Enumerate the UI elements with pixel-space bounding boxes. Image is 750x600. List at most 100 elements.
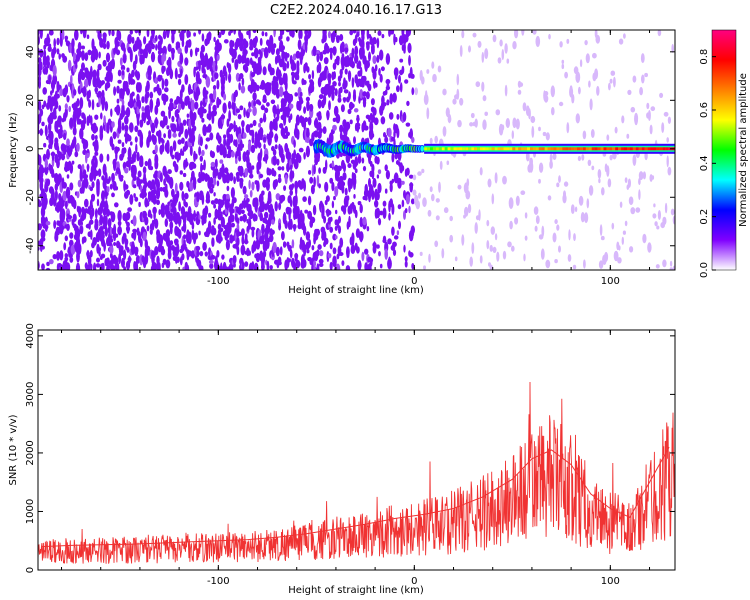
spectrogram-cell bbox=[259, 132, 264, 141]
spectrogram-cell bbox=[211, 114, 215, 124]
spectrogram-cell bbox=[333, 50, 336, 56]
spectrogram-cell bbox=[376, 54, 380, 64]
spectrogram-cell bbox=[207, 32, 212, 37]
spectrogram-cell bbox=[120, 64, 126, 71]
spectrogram-cell bbox=[276, 158, 280, 166]
spectrogram-cell bbox=[174, 67, 178, 80]
spectrogram-cell bbox=[302, 196, 307, 203]
spectrogram-cell bbox=[97, 63, 102, 71]
spectrogram-cell bbox=[263, 250, 267, 258]
spectrogram-cell bbox=[223, 134, 227, 139]
spectrogram-cell bbox=[64, 256, 69, 262]
spectrogram-cell bbox=[543, 94, 549, 103]
spectrogram-cell bbox=[206, 174, 210, 179]
spectrogram-cell bbox=[272, 241, 277, 254]
spectrogram-cell bbox=[281, 231, 285, 241]
spectrogram-cell bbox=[65, 186, 71, 199]
spectrogram-cell bbox=[353, 136, 356, 145]
spectrogram-cell bbox=[58, 53, 61, 60]
spectrogram-cell bbox=[407, 30, 412, 36]
spectrogram-cell bbox=[479, 255, 483, 264]
spectrogram-cell bbox=[232, 255, 237, 264]
spectrogram-cell bbox=[79, 225, 84, 235]
spectrogram-cell bbox=[130, 244, 136, 252]
spectrogram-cell bbox=[279, 123, 284, 129]
spectrogram-cell bbox=[319, 250, 324, 257]
spectrogram-cell bbox=[634, 112, 639, 125]
spectrogram-cell bbox=[373, 117, 379, 126]
spectrogram-cell bbox=[110, 108, 113, 117]
spectrogram-cell bbox=[216, 250, 220, 258]
spectrogram-cell bbox=[79, 131, 84, 138]
spectrogram-cell bbox=[101, 89, 105, 100]
signal-core-cell bbox=[550, 147, 554, 151]
spectrogram-cell bbox=[376, 37, 380, 49]
spectrogram-cell bbox=[44, 124, 48, 137]
signal-core-cell bbox=[503, 147, 507, 151]
signal-core-cell bbox=[515, 147, 519, 151]
spectrogram-cell bbox=[47, 46, 52, 52]
spectrogram-cell bbox=[39, 61, 43, 71]
y-tick-label: 4000 bbox=[25, 323, 36, 348]
spectrogram-cell bbox=[588, 80, 591, 88]
spectrogram-cell bbox=[229, 123, 234, 130]
spectrogram-cell bbox=[259, 49, 263, 59]
spectrogram-cell bbox=[56, 251, 60, 261]
spectrogram-cell bbox=[163, 31, 167, 37]
spectrogram-cell bbox=[391, 203, 395, 215]
spectrogram-cell bbox=[378, 68, 381, 76]
spectrogram-cell bbox=[186, 180, 190, 188]
spectrogram-cell bbox=[357, 259, 362, 270]
signal-core-cell bbox=[594, 147, 598, 151]
spectrogram-cell bbox=[41, 245, 45, 250]
spectrogram-cell bbox=[152, 194, 157, 205]
spectrogram-cell bbox=[289, 189, 294, 196]
spectrogram-cell bbox=[325, 159, 328, 171]
spectrogram-cell bbox=[269, 236, 273, 243]
spectrogram-cell bbox=[590, 129, 595, 138]
spectrogram-cell bbox=[657, 210, 662, 220]
spectrogram-cell bbox=[156, 199, 160, 206]
spectrogram-cell bbox=[260, 105, 266, 111]
spectrogram-cell bbox=[87, 254, 92, 267]
spectrogram-cell bbox=[99, 131, 104, 141]
spectrogram-cell bbox=[240, 244, 246, 256]
spectrogram-cell bbox=[163, 53, 167, 62]
spectrogram-cell bbox=[91, 193, 95, 199]
spectrogram-cell bbox=[38, 78, 41, 89]
signal-core-cell bbox=[565, 147, 569, 151]
spectrogram-cell bbox=[531, 125, 535, 138]
spectrogram-cell bbox=[304, 209, 309, 214]
spectrogram-cell bbox=[186, 264, 190, 270]
spectrogram-cell bbox=[192, 125, 197, 132]
spectrogram-cell bbox=[353, 108, 359, 113]
spectrogram-cell bbox=[624, 220, 628, 227]
spectrogram-cell bbox=[328, 76, 331, 86]
spectrogram-cell bbox=[335, 263, 341, 270]
spectrogram-cell bbox=[672, 215, 675, 225]
spectrogram-cell bbox=[202, 217, 207, 224]
spectrogram-cell bbox=[384, 248, 389, 260]
spectrogram-cell bbox=[540, 248, 545, 260]
spectrogram-cell bbox=[411, 87, 415, 96]
spectrogram-cell bbox=[380, 116, 386, 125]
spectrogram-cell bbox=[344, 68, 348, 75]
spectrogram-cell bbox=[449, 215, 454, 222]
spectrogram-cell bbox=[558, 175, 561, 183]
spectrogram-cell bbox=[338, 225, 341, 234]
spectrogram-cell bbox=[177, 47, 182, 54]
snr-x-ticks: -100 0 100 bbox=[61, 330, 651, 587]
spectrogram-cell bbox=[145, 245, 151, 253]
spectrogram-cell bbox=[250, 226, 256, 231]
spectrogram-cell bbox=[646, 102, 650, 110]
spectrogram-cell bbox=[199, 155, 203, 162]
spectrogram-cell bbox=[578, 195, 584, 206]
spectrogram-cell bbox=[501, 124, 505, 131]
spectrogram-cell bbox=[351, 232, 355, 244]
spectrogram-cell bbox=[318, 183, 321, 189]
spectrogram-cell bbox=[405, 194, 410, 205]
spectrogram-cell bbox=[109, 183, 113, 190]
spectrogram-cell bbox=[470, 112, 475, 119]
spectrogram-cell bbox=[200, 44, 205, 53]
spectrogram-cell bbox=[482, 95, 487, 102]
